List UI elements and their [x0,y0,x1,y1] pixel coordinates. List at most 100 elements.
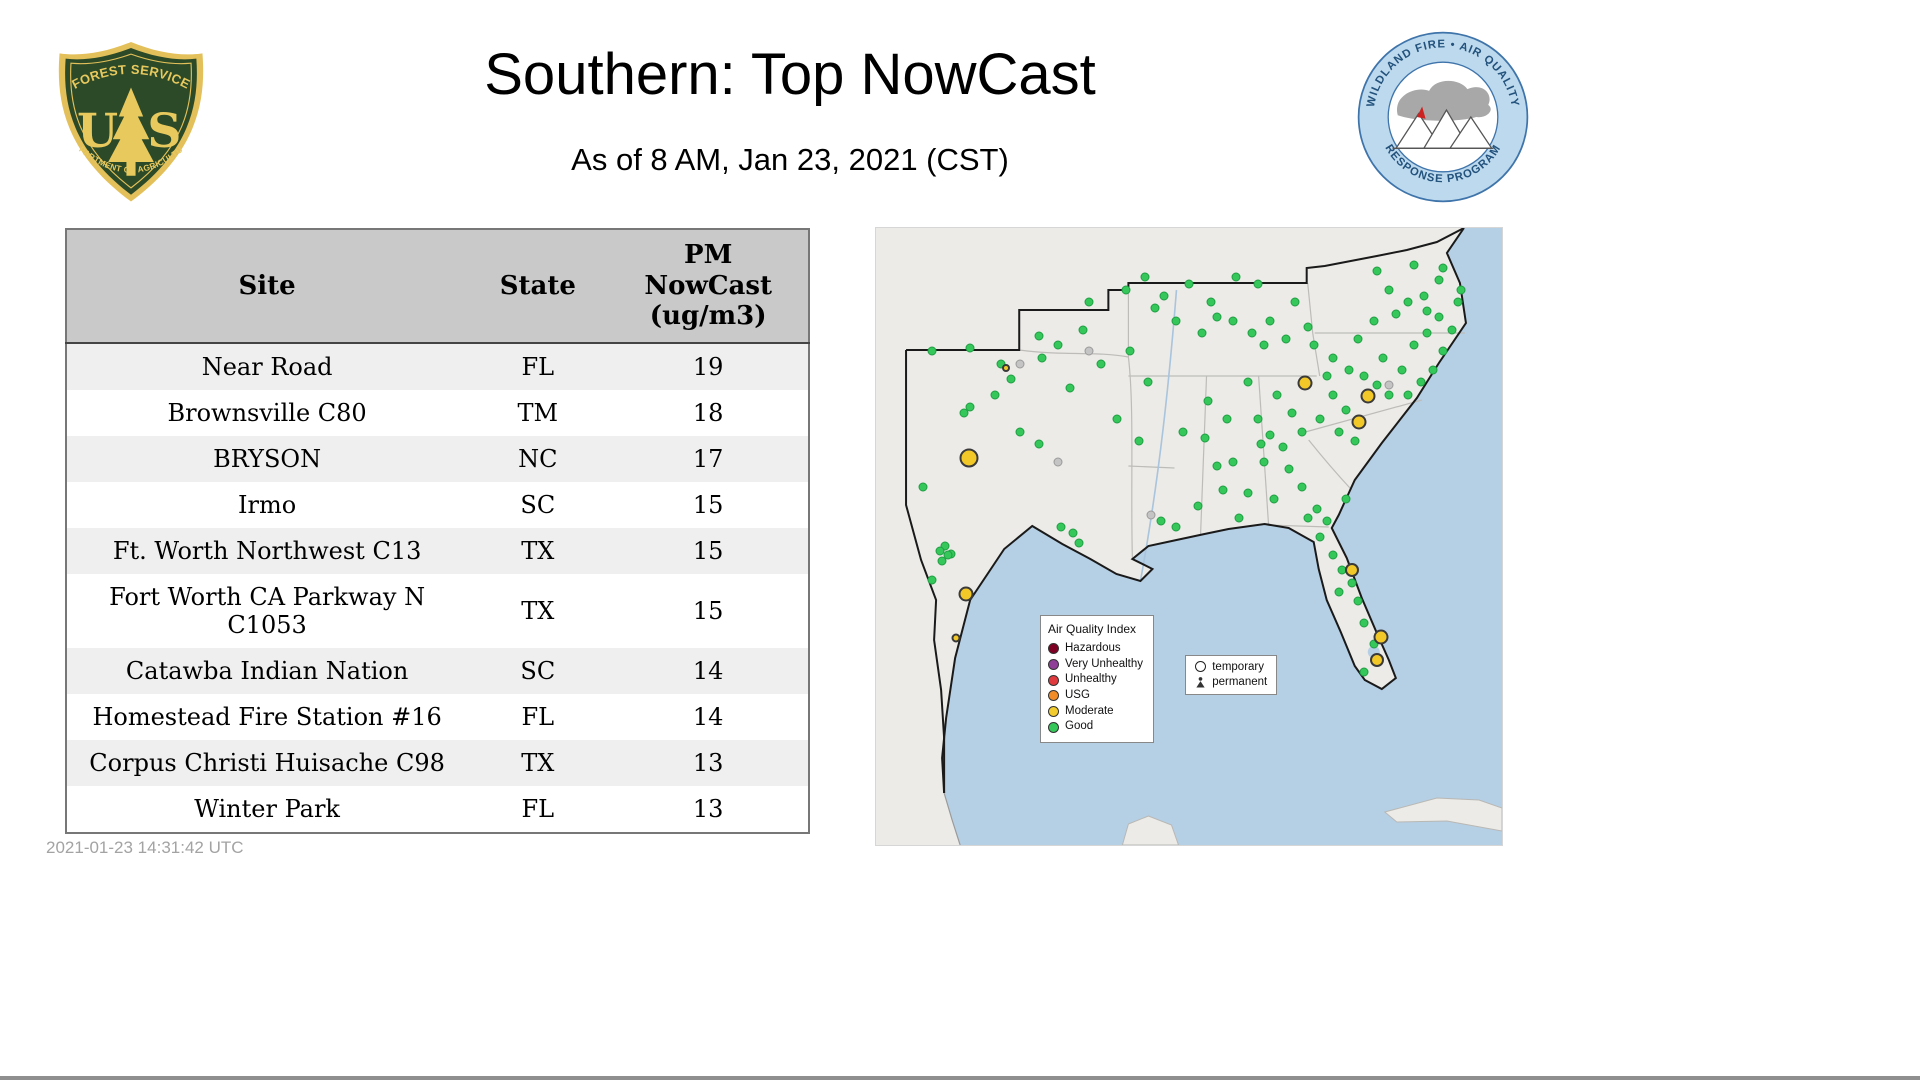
good-site-marker [1303,513,1313,523]
aqi-legend: Air Quality Index Hazardous Very Unhealth… [1040,614,1154,743]
site-cell: Brownsville C80 [167,399,367,428]
good-site-marker [1200,433,1210,443]
good-site-marker [1434,312,1444,322]
good-site-marker [1056,522,1066,532]
value-cell: 15 [692,597,724,626]
good-site-marker [1303,322,1313,332]
good-site-marker [1341,405,1350,415]
good-site-marker [965,343,975,353]
good-site-marker [1212,461,1222,471]
good-site-marker [1140,272,1150,282]
good-site-marker [1359,667,1369,677]
value-cell: 17 [692,445,724,474]
good-site-marker [1212,312,1222,322]
site-cell: BRYSON [213,445,322,474]
good-site-marker [1074,538,1084,548]
good-site-marker [1328,550,1338,560]
good-site-marker [1053,340,1063,350]
good-site-marker [1015,427,1025,437]
good-site-marker [965,402,975,412]
good-site-marker [1006,374,1016,384]
good-site-marker [1065,383,1075,393]
good-site-marker [1334,587,1344,597]
good-site-marker [1359,618,1369,628]
table-row: Near Road FL 19 [66,343,809,391]
state-cell: NC [518,445,558,474]
good-site-marker [1315,414,1325,424]
aqi-legend-item: Good [1048,719,1143,735]
aqi-legend-label: Very Unhealthy [1065,657,1143,670]
state-cell: TX [521,749,555,778]
good-site-marker [1259,340,1269,350]
good-site-marker [1143,377,1153,387]
good-site-marker [1068,528,1078,538]
good-site-marker [1125,346,1135,356]
good-site-marker [1247,328,1257,338]
aqi-legend-item: Hazardous [1048,641,1143,657]
good-site-marker [1359,371,1369,381]
good-site-marker [1447,325,1457,335]
value-cell: 19 [692,353,724,382]
table-row: Catawba Indian Nation SC 14 [66,648,809,695]
permanent-site-icon [1196,677,1205,688]
good-site-marker [1265,430,1275,440]
inactive-site-marker [1146,510,1156,520]
good-site-marker [1284,464,1294,474]
site-cell: Homestead Fire Station #16 [92,703,442,732]
aqi-legend-items: Hazardous Very Unhealthy Unhealthy USG Moder… [1048,641,1143,735]
moderate-site-marker [1373,629,1389,645]
yucatan [1121,815,1180,845]
good-site-marker [1193,501,1203,511]
good-site-marker [1297,427,1307,437]
island-cuba [1383,797,1502,832]
good-site-marker [996,359,1006,369]
aqi-color-dot [1048,721,1059,733]
good-site-marker [1259,457,1269,467]
good-site-marker [943,550,953,560]
aqi-color-dot [1048,643,1059,655]
aqi-legend-item: Very Unhealthy [1048,657,1143,673]
state-cell: TM [517,399,559,428]
col-header-site: Site [66,229,468,345]
inactive-site-marker [1053,457,1063,467]
good-site-marker [940,541,950,551]
type-label-temporary: temporary [1212,660,1265,673]
good-site-marker [1228,457,1238,467]
fs-letter-s: S [147,104,181,159]
good-site-marker [1456,285,1466,295]
good-site-marker [1312,504,1322,514]
value-cell: 14 [692,703,724,732]
good-site-marker [1084,297,1094,307]
good-site-marker [1184,279,1194,289]
inactive-site-marker [1015,359,1025,369]
flame-icon [1416,106,1426,119]
aqi-legend-label: Good [1065,720,1094,733]
good-site-marker [1265,316,1275,326]
good-site-marker [1156,516,1166,526]
good-site-marker [1253,279,1263,289]
good-site-marker [1272,390,1282,400]
site-cell: Winter Park [194,795,340,824]
good-site-marker [1434,275,1444,285]
good-site-marker [959,408,969,418]
good-site-marker [1453,297,1463,307]
state-cell: FL [521,795,555,824]
moderate-site-marker [1360,388,1376,404]
good-site-marker [1096,359,1106,369]
good-site-marker [1341,494,1350,504]
state-cell: TX [521,597,555,626]
table-row: Ft. Worth Northwest C13 TX 15 [66,528,809,575]
table-row: BRYSON NC 17 [66,436,809,483]
moderate-site-marker [1002,364,1011,373]
title-block: Southern: Top NowCast As of 8 AM, Jan 23… [240,46,1340,178]
good-site-marker [1171,316,1181,326]
site-cell: Fort Worth CA Parkway N C1053 [109,583,426,640]
good-site-marker [1134,436,1144,446]
good-site-marker [1037,353,1047,363]
page-title: Southern: Top NowCast [484,42,1096,107]
value-cell: 14 [692,657,724,686]
value-cell: 13 [692,795,724,824]
pine-tree-icon [108,87,154,176]
good-site-marker [1419,291,1429,301]
aqi-color-dot [1048,659,1059,671]
